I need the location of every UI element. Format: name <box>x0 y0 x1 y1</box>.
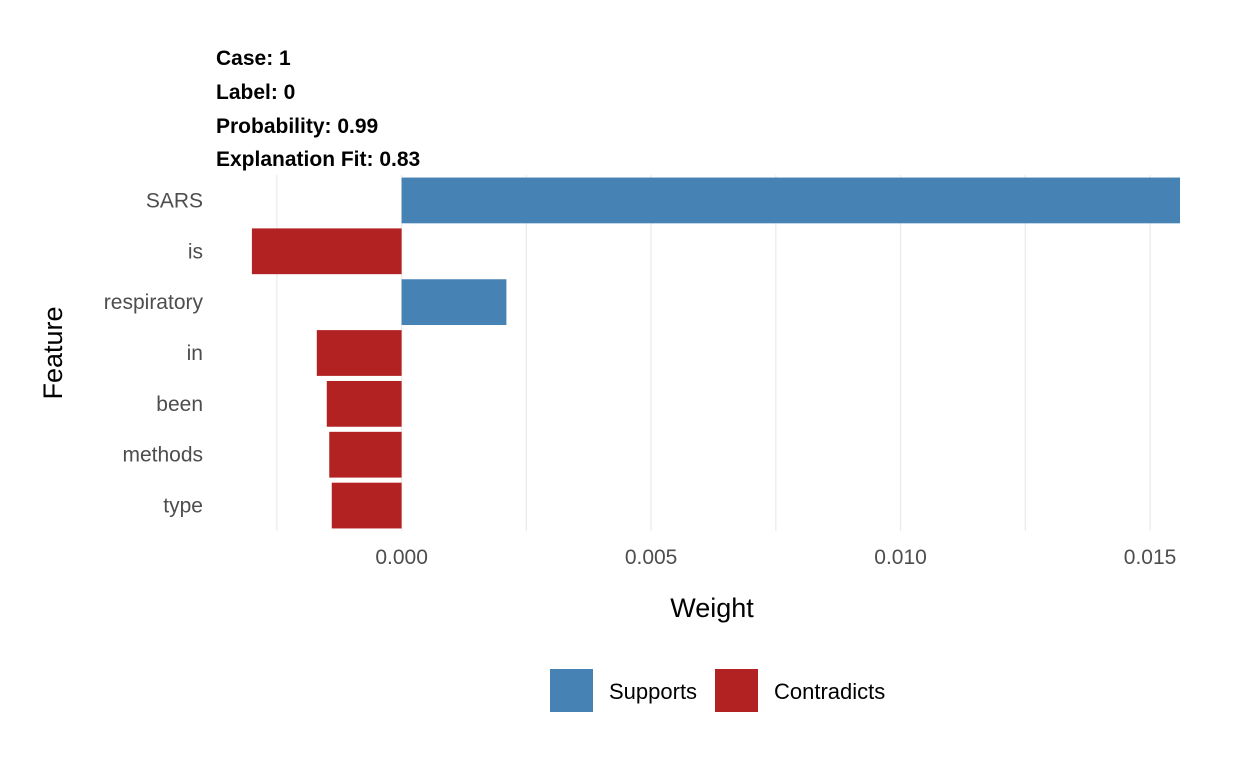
legend-label-contradicts: Contradicts <box>774 679 885 704</box>
x-tick-label: 0.000 <box>375 546 428 569</box>
y-tick-label-been: been <box>156 393 203 416</box>
bar-methods <box>329 431 402 478</box>
bar-is <box>251 228 402 275</box>
header-case: Case: 1 <box>216 47 291 70</box>
x-tick-labels: 0.000 0.005 0.010 0.015 <box>375 546 1176 569</box>
y-axis-title: Feature <box>38 306 68 399</box>
y-tick-labels: SARS is respiratory in been methods type <box>104 189 204 517</box>
y-tick-label-in: in <box>187 342 203 365</box>
y-tick-label-is: is <box>188 240 203 263</box>
header-explanation-fit: Explanation Fit: 0.83 <box>216 148 420 171</box>
y-tick-label-respiratory: respiratory <box>104 291 204 314</box>
bar-respiratory <box>401 279 507 326</box>
legend-key-contradicts <box>715 669 758 712</box>
x-tick-label: 0.005 <box>625 546 678 569</box>
legend: Supports Contradicts <box>550 669 885 712</box>
header-probability: Probability: 0.99 <box>216 115 378 138</box>
x-tick-label: 0.015 <box>1124 546 1177 569</box>
y-tick-label-type: type <box>163 495 203 518</box>
bar-been <box>326 380 402 427</box>
legend-key-supports <box>550 669 593 712</box>
chart-header: Case: 1 Label: 0 Probability: 0.99 Expla… <box>216 47 420 171</box>
x-axis-title: Weight <box>670 593 754 623</box>
header-label: Label: 0 <box>216 81 295 104</box>
y-tick-label-SARS: SARS <box>146 189 203 212</box>
bar-type <box>331 482 402 529</box>
y-tick-label-methods: methods <box>122 444 203 467</box>
grid-lines <box>276 175 1151 531</box>
bar-in <box>316 330 402 376</box>
legend-label-supports: Supports <box>609 679 697 704</box>
x-tick-label: 0.010 <box>874 546 927 569</box>
bars <box>251 177 1181 529</box>
bar-SARS <box>401 177 1181 224</box>
